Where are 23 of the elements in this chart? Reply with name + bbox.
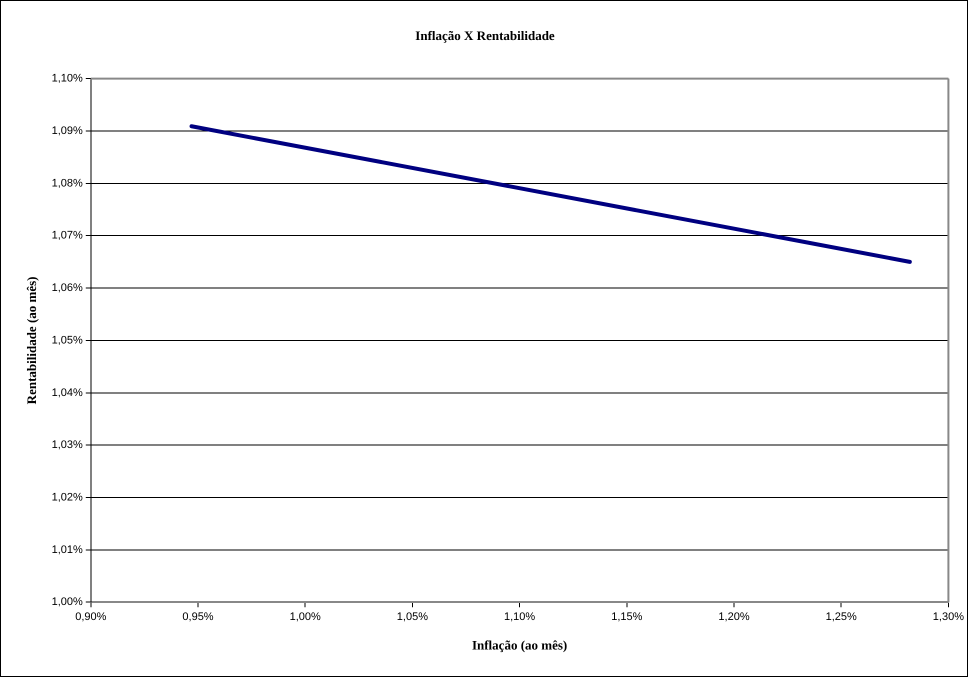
y-tick-label: 1,09%: [52, 124, 83, 137]
y-tick-label: 1,10%: [52, 72, 83, 85]
x-tick-label: 1,30%: [932, 610, 964, 623]
y-tick-label: 1,06%: [52, 282, 83, 294]
y-tick-label: 1,00%: [52, 596, 83, 608]
y-tick-label: 1,04%: [52, 386, 83, 399]
y-tick-label: 1,08%: [52, 177, 83, 190]
y-tick-label: 1,01%: [52, 544, 83, 556]
x-tick-label: 1,05%: [396, 610, 428, 623]
y-tick-label: 1,03%: [52, 439, 83, 452]
y-axis-title: Rentabilidade (ao mês): [24, 276, 40, 404]
x-tick-label: 0,90%: [75, 610, 107, 623]
y-tick-label: 1,05%: [52, 334, 83, 346]
x-tick-label: 1,00%: [290, 610, 321, 623]
x-tick-label: 0,95%: [182, 610, 214, 623]
x-tick-label: 1,10%: [504, 610, 536, 623]
x-tick-label: 1,20%: [718, 610, 750, 623]
chart-title: Inflação X Rentabilidade: [415, 28, 555, 44]
x-axis-title: Inflação (ao mês): [472, 638, 568, 653]
x-tick-label: 1,25%: [826, 610, 858, 623]
y-tick-label: 1,02%: [52, 492, 83, 504]
x-tick-label: 1,15%: [611, 610, 643, 623]
y-tick-label: 1,07%: [52, 230, 83, 242]
